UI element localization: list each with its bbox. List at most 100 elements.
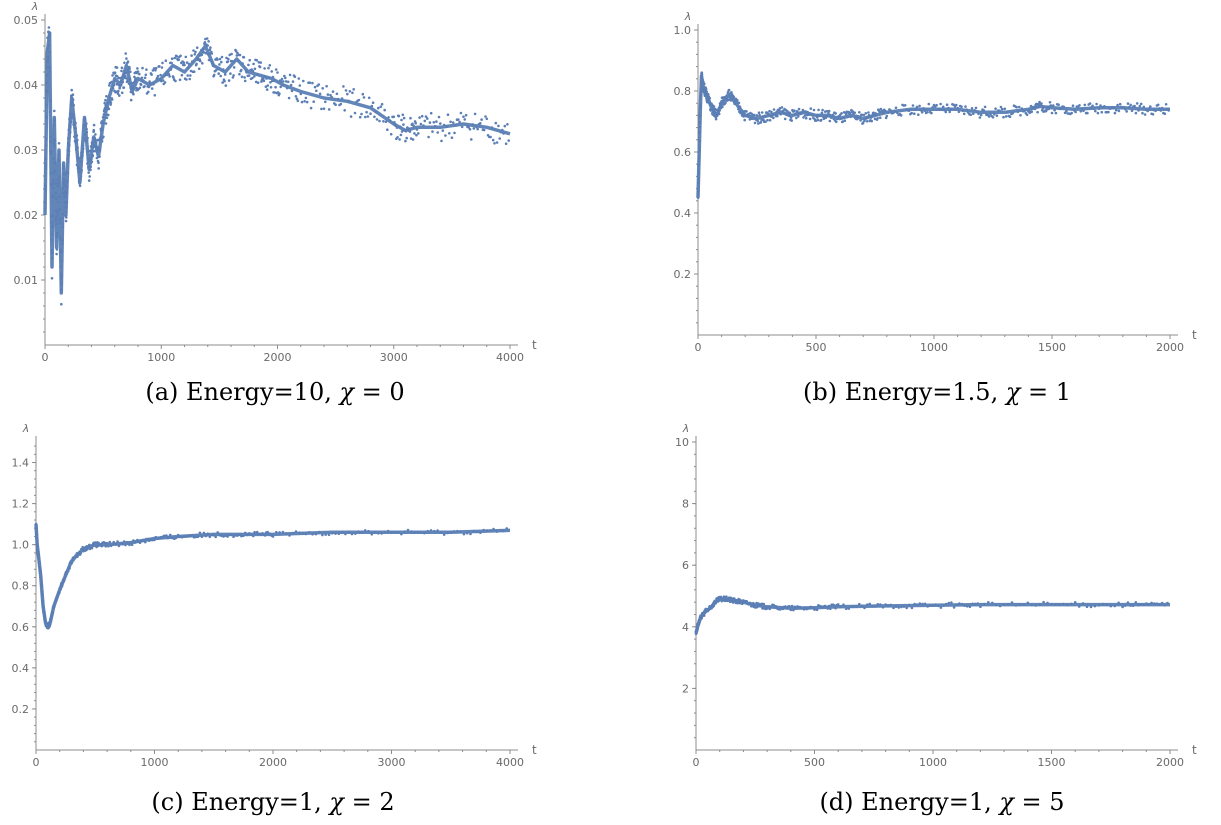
data-point: [104, 103, 107, 107]
data-point: [75, 163, 79, 167]
data-point: [88, 157, 91, 161]
data-point: [67, 128, 71, 132]
x-tick-label: 1000: [920, 341, 948, 354]
data-point: [296, 99, 300, 103]
data-point: [45, 74, 49, 77]
data-point: [67, 569, 70, 573]
data-point: [947, 106, 950, 110]
data-point: [1149, 105, 1152, 108]
data-point: [910, 606, 914, 610]
data-point: [110, 80, 113, 84]
data-point: [1114, 108, 1118, 112]
data-point: [117, 89, 120, 93]
data-point: [86, 136, 89, 140]
data-point: [354, 532, 357, 535]
data-point: [44, 166, 48, 170]
x-tick-label: 1500: [1038, 341, 1066, 354]
data-point: [942, 604, 945, 607]
data-point: [98, 149, 102, 152]
data-point: [219, 74, 222, 78]
data-point: [100, 127, 103, 131]
data-point: [931, 106, 934, 109]
data-point: [1164, 103, 1168, 106]
data-point: [1029, 104, 1033, 108]
data-point: [896, 111, 899, 115]
data-point: [212, 534, 216, 537]
data-point: [410, 530, 413, 533]
data-point: [1113, 604, 1116, 608]
data-point: [348, 90, 352, 93]
data-point: [867, 111, 870, 114]
data-point: [54, 197, 58, 200]
data-point: [131, 87, 135, 91]
data-point: [860, 604, 864, 607]
data-point: [1062, 105, 1066, 109]
data-point: [969, 113, 972, 116]
data-point: [97, 167, 100, 170]
data-point: [69, 125, 72, 128]
data-point: [192, 49, 195, 52]
data-point: [770, 110, 773, 114]
data-point: [495, 141, 499, 144]
data-point: [220, 55, 224, 59]
data-point: [809, 107, 813, 110]
data-point: [979, 605, 982, 609]
data-point: [442, 533, 446, 536]
data-point: [81, 150, 84, 154]
data-point: [1128, 105, 1131, 109]
data-point: [960, 105, 963, 108]
data-point: [1071, 104, 1075, 107]
data-point: [147, 85, 151, 89]
data-point: [836, 603, 840, 606]
data-point: [57, 142, 61, 145]
data-point: [107, 113, 110, 117]
panel-d: 0 500 1000 1500 2000 2 4 6 8 10 λ t: [660, 412, 1221, 782]
data-point: [236, 534, 239, 537]
data-point: [109, 88, 113, 92]
data-point: [776, 114, 779, 118]
data-point: [59, 236, 62, 239]
data-point: [108, 84, 111, 87]
x-tick-label: 4000: [496, 756, 524, 769]
data-point: [89, 165, 92, 168]
data-point: [700, 72, 704, 76]
data-point: [1052, 104, 1055, 107]
data-point: [1151, 113, 1155, 116]
data-point: [449, 120, 452, 124]
data-point: [77, 180, 81, 183]
data-point: [44, 188, 47, 191]
data-point: [154, 66, 158, 70]
data-point: [88, 175, 91, 178]
data-point: [402, 123, 405, 126]
data-point: [248, 58, 251, 62]
data-point: [794, 112, 797, 115]
data-point: [976, 110, 979, 114]
data-point: [286, 80, 290, 84]
x-tick-label: 0: [42, 351, 49, 364]
data-point: [373, 530, 377, 534]
data-point: [54, 192, 58, 195]
data-point: [273, 79, 276, 82]
data-point: [439, 122, 442, 125]
data-point: [1033, 107, 1037, 111]
data-point: [130, 543, 134, 547]
data-point: [278, 92, 281, 95]
data-point: [1099, 104, 1102, 107]
data-point: [275, 530, 278, 534]
data-point: [90, 160, 94, 163]
data-point: [112, 540, 115, 544]
data-point: [1139, 603, 1143, 606]
data-point: [175, 535, 179, 539]
data-point: [263, 67, 266, 70]
data-point: [958, 602, 961, 605]
data-point: [64, 210, 68, 214]
data-point: [947, 601, 951, 605]
x-tick-label: 3000: [380, 351, 408, 364]
data-point: [915, 105, 919, 109]
data-point: [105, 542, 109, 545]
data-point: [50, 248, 54, 252]
data-point: [1042, 600, 1045, 604]
data-point: [1097, 107, 1101, 111]
data-point: [291, 531, 295, 535]
data-point: [349, 115, 353, 118]
